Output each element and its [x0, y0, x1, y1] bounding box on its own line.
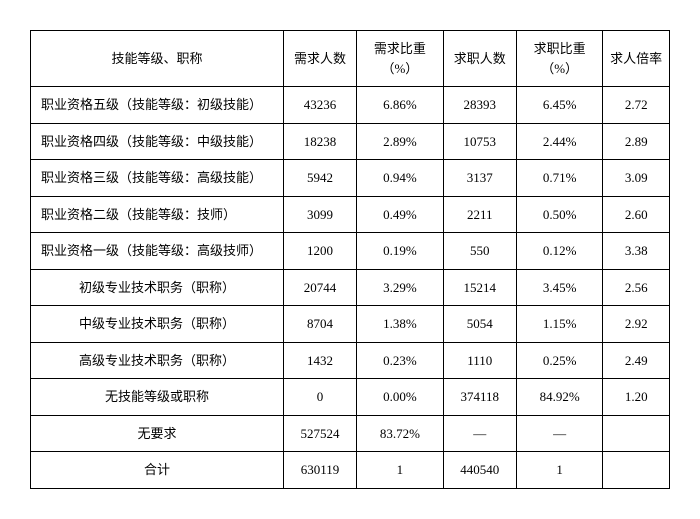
cell-ratio: 3.38	[603, 233, 670, 270]
cell-demand-pct: 6.86%	[357, 87, 444, 124]
cell-ratio: 2.60	[603, 196, 670, 233]
cell-ratio: 2.49	[603, 342, 670, 379]
cell-ratio: 2.56	[603, 269, 670, 306]
cell-demand-count: 630119	[283, 452, 356, 489]
cell-demand-pct: 0.49%	[357, 196, 444, 233]
table-row: 合计63011914405401	[31, 452, 670, 489]
cell-ratio: 2.92	[603, 306, 670, 343]
cell-supply-pct: 0.12%	[516, 233, 603, 270]
cell-supply-pct: 6.45%	[516, 87, 603, 124]
cell-supply-count: 550	[443, 233, 516, 270]
cell-supply-pct: 0.25%	[516, 342, 603, 379]
cell-demand-pct: 3.29%	[357, 269, 444, 306]
cell-label: 职业资格四级（技能等级：中级技能）	[31, 123, 284, 160]
cell-demand-count: 3099	[283, 196, 356, 233]
cell-label: 无要求	[31, 415, 284, 452]
cell-demand-count: 18238	[283, 123, 356, 160]
cell-demand-count: 5942	[283, 160, 356, 197]
cell-demand-pct: 0.94%	[357, 160, 444, 197]
cell-demand-count: 43236	[283, 87, 356, 124]
cell-demand-pct: 1.38%	[357, 306, 444, 343]
table-row: 高级专业技术职务（职称）14320.23%11100.25%2.49	[31, 342, 670, 379]
cell-ratio: 3.09	[603, 160, 670, 197]
cell-supply-pct: 1	[516, 452, 603, 489]
header-ratio: 求人倍率	[603, 31, 670, 87]
table-body: 职业资格五级（技能等级：初级技能）432366.86%283936.45%2.7…	[31, 87, 670, 489]
table-row: 无技能等级或职称00.00%37411884.92%1.20	[31, 379, 670, 416]
cell-demand-count: 527524	[283, 415, 356, 452]
header-demand-pct: 需求比重（%）	[357, 31, 444, 87]
table-row: 职业资格四级（技能等级：中级技能）182382.89%107532.44%2.8…	[31, 123, 670, 160]
skill-level-table-container: 技能等级、职称 需求人数 需求比重（%） 求职人数 求职比重（%） 求人倍率 职…	[30, 30, 670, 489]
cell-supply-pct: 0.50%	[516, 196, 603, 233]
cell-label: 中级专业技术职务（职称）	[31, 306, 284, 343]
cell-supply-pct: 0.71%	[516, 160, 603, 197]
header-supply-count: 求职人数	[443, 31, 516, 87]
cell-label: 职业资格三级（技能等级：高级技能）	[31, 160, 284, 197]
cell-label: 职业资格一级（技能等级：高级技师）	[31, 233, 284, 270]
header-supply-pct: 求职比重（%）	[516, 31, 603, 87]
table-row: 职业资格三级（技能等级：高级技能）59420.94%31370.71%3.09	[31, 160, 670, 197]
cell-ratio	[603, 415, 670, 452]
cell-demand-count: 20744	[283, 269, 356, 306]
cell-label: 职业资格二级（技能等级：技师）	[31, 196, 284, 233]
cell-demand-pct: 0.23%	[357, 342, 444, 379]
table-row: 职业资格五级（技能等级：初级技能）432366.86%283936.45%2.7…	[31, 87, 670, 124]
cell-ratio: 2.89	[603, 123, 670, 160]
cell-demand-count: 1200	[283, 233, 356, 270]
cell-demand-count: 1432	[283, 342, 356, 379]
cell-label: 合计	[31, 452, 284, 489]
cell-supply-count: 5054	[443, 306, 516, 343]
cell-ratio: 2.72	[603, 87, 670, 124]
header-label: 技能等级、职称	[31, 31, 284, 87]
cell-supply-count: —	[443, 415, 516, 452]
cell-supply-pct: 1.15%	[516, 306, 603, 343]
cell-supply-count: 10753	[443, 123, 516, 160]
cell-supply-count: 2211	[443, 196, 516, 233]
table-row: 初级专业技术职务（职称）207443.29%152143.45%2.56	[31, 269, 670, 306]
cell-demand-pct: 1	[357, 452, 444, 489]
cell-demand-count: 0	[283, 379, 356, 416]
cell-demand-count: 8704	[283, 306, 356, 343]
cell-supply-pct: 3.45%	[516, 269, 603, 306]
cell-supply-pct: —	[516, 415, 603, 452]
cell-supply-count: 15214	[443, 269, 516, 306]
table-row: 职业资格二级（技能等级：技师）30990.49%22110.50%2.60	[31, 196, 670, 233]
cell-supply-count: 374118	[443, 379, 516, 416]
cell-ratio: 1.20	[603, 379, 670, 416]
cell-supply-count: 28393	[443, 87, 516, 124]
cell-supply-count: 1110	[443, 342, 516, 379]
cell-supply-count: 440540	[443, 452, 516, 489]
cell-label: 无技能等级或职称	[31, 379, 284, 416]
cell-demand-pct: 0.19%	[357, 233, 444, 270]
table-row: 中级专业技术职务（职称）87041.38%50541.15%2.92	[31, 306, 670, 343]
skill-level-table: 技能等级、职称 需求人数 需求比重（%） 求职人数 求职比重（%） 求人倍率 职…	[30, 30, 670, 489]
cell-supply-count: 3137	[443, 160, 516, 197]
table-header: 技能等级、职称 需求人数 需求比重（%） 求职人数 求职比重（%） 求人倍率	[31, 31, 670, 87]
cell-label: 初级专业技术职务（职称）	[31, 269, 284, 306]
table-row: 职业资格一级（技能等级：高级技师）12000.19%5500.12%3.38	[31, 233, 670, 270]
cell-demand-pct: 83.72%	[357, 415, 444, 452]
cell-supply-pct: 2.44%	[516, 123, 603, 160]
table-row: 无要求52752483.72%——	[31, 415, 670, 452]
cell-demand-pct: 0.00%	[357, 379, 444, 416]
cell-demand-pct: 2.89%	[357, 123, 444, 160]
cell-label: 职业资格五级（技能等级：初级技能）	[31, 87, 284, 124]
cell-ratio	[603, 452, 670, 489]
cell-label: 高级专业技术职务（职称）	[31, 342, 284, 379]
cell-supply-pct: 84.92%	[516, 379, 603, 416]
header-demand-count: 需求人数	[283, 31, 356, 87]
